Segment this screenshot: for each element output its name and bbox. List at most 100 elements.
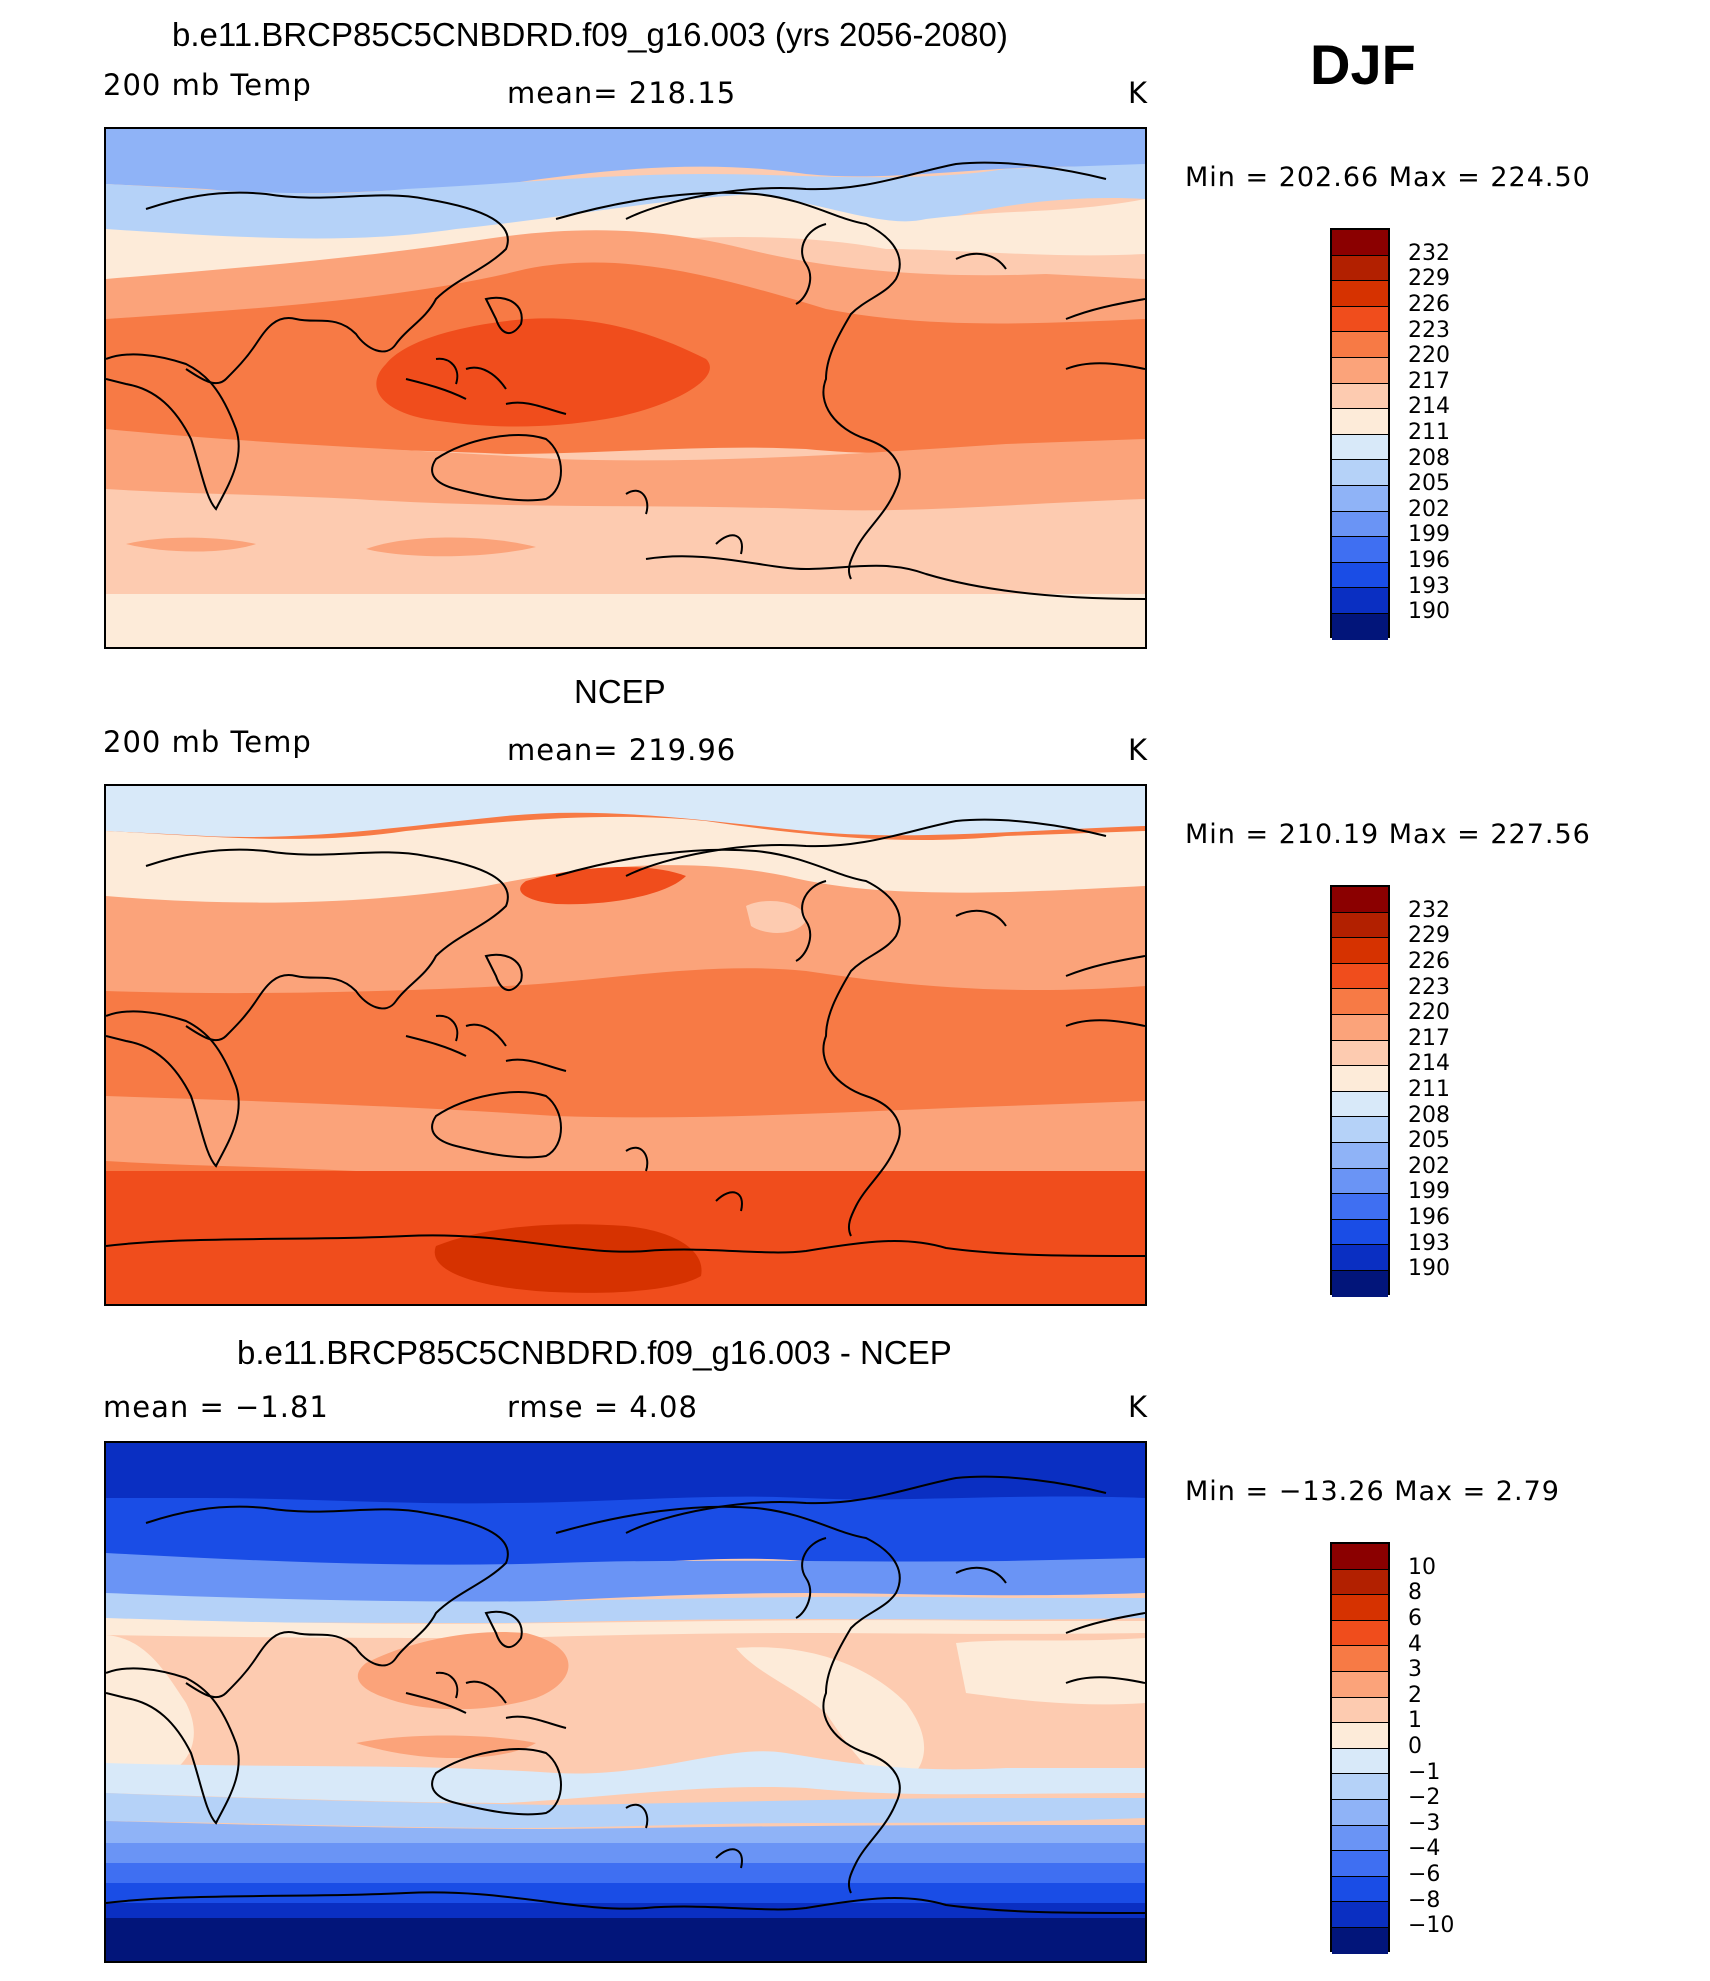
panel-2-colorbar-swatch (1332, 989, 1388, 1015)
panel-3-title: b.e11.BRCP85C5CNBDRD.f09_g16.003 - NCEP (237, 1334, 952, 1371)
colorbar-tick-label: 199 (1408, 522, 1450, 547)
colorbar-tick-label: 217 (1408, 369, 1450, 394)
colorbar-tick-label: 3 (1408, 1657, 1422, 1682)
panel-3-colorbar-swatch (1332, 1569, 1388, 1596)
colorbar-tick-label: 6 (1408, 1606, 1422, 1631)
colorbar-tick-label: 223 (1408, 318, 1450, 343)
panel-3-colorbar-swatch (1332, 1748, 1388, 1775)
colorbar-tick-label: 4 (1408, 1632, 1422, 1657)
panel-1-colorbar-swatch (1332, 485, 1388, 512)
panel-3-rmse-label: rmse = 4.08 (507, 1390, 698, 1424)
colorbar-tick-label: 10 (1408, 1555, 1436, 1580)
colorbar-tick-label: 220 (1408, 1000, 1450, 1025)
panel-2-minmax: Min = 210.19 Max = 227.56 (1185, 819, 1591, 850)
colorbar-tick-label: 214 (1408, 1051, 1450, 1076)
panel-2-colorbar-swatch (1332, 938, 1388, 964)
panel-3-colorbar-swatch (1332, 1697, 1388, 1724)
panel-1-colorbar-swatch (1332, 511, 1388, 538)
panel-3-mean-label: mean = −1.81 (103, 1390, 329, 1424)
panel-2-colorbar (1330, 885, 1390, 1297)
colorbar-tick-label: −3 (1408, 1811, 1441, 1836)
panel-2-colorbar-swatch (1332, 963, 1388, 990)
panel-2-variable-label: 200 mb Temp (103, 725, 312, 759)
colorbar-tick-label: 211 (1408, 420, 1450, 445)
colorbar-tick-label: 211 (1408, 1077, 1450, 1102)
panel-2-mean-label: mean= 219.96 (507, 733, 737, 767)
panel-3-colorbar-swatch (1332, 1902, 1388, 1928)
colorbar-tick-label: 196 (1408, 548, 1450, 573)
panel-2-colorbar-swatch (1332, 1245, 1388, 1271)
colorbar-tick-label: 223 (1408, 975, 1450, 1000)
panel-1-colorbar-swatch (1332, 588, 1388, 614)
panel-2-colorbar-swatch (1332, 1091, 1388, 1118)
panel-3-colorbar-swatch (1332, 1544, 1388, 1570)
panel-3-colorbar (1330, 1542, 1390, 1954)
panel-2-colorbar-swatch (1332, 912, 1388, 939)
colorbar-tick-label: 226 (1408, 292, 1450, 317)
colorbar-tick-label: 214 (1408, 394, 1450, 419)
colorbar-tick-label: 2 (1408, 1683, 1422, 1708)
panel-3-colorbar-swatch (1332, 1620, 1388, 1647)
colorbar-tick-label: 220 (1408, 343, 1450, 368)
panel-2-colorbar-swatch (1332, 1219, 1388, 1246)
colorbar-tick-label: 190 (1408, 599, 1450, 624)
panel-1-colorbar-swatch (1332, 460, 1388, 486)
colorbar-tick-label: 217 (1408, 1026, 1450, 1051)
season-label: DJF (1310, 33, 1416, 96)
colorbar-tick-label: 208 (1408, 1103, 1450, 1128)
panel-1-map (104, 127, 1147, 649)
panel-1-units-label: K (1128, 76, 1149, 110)
colorbar-tick-label: 205 (1408, 471, 1450, 496)
panel-2-colorbar-swatch (1332, 1066, 1388, 1092)
panel-2-colorbar-swatch (1332, 887, 1388, 913)
panel-1-colorbar-swatch (1332, 332, 1388, 358)
panel-3-units-label: K (1128, 1390, 1149, 1424)
panel-1-mean-label: mean= 218.15 (507, 76, 737, 110)
colorbar-tick-label: 1 (1408, 1708, 1422, 1733)
colorbar-tick-label: −8 (1408, 1888, 1441, 1913)
colorbar-tick-label: 205 (1408, 1128, 1450, 1153)
colorbar-tick-label: 190 (1408, 1256, 1450, 1281)
colorbar-tick-label: −1 (1408, 1760, 1441, 1785)
panel-1-colorbar-swatch (1332, 537, 1388, 563)
panel-2-colorbar-swatch (1332, 1014, 1388, 1041)
panel-1-colorbar-swatch (1332, 230, 1388, 256)
colorbar-tick-label: 226 (1408, 949, 1450, 974)
panel-1-colorbar-swatch (1332, 613, 1388, 640)
panel-1-colorbar (1330, 228, 1390, 640)
panel-3-map (104, 1441, 1147, 1963)
panel-2-colorbar-swatch (1332, 1117, 1388, 1143)
colorbar-tick-label: 8 (1408, 1580, 1422, 1605)
panel-2-colorbar-swatch (1332, 1040, 1388, 1067)
colorbar-tick-label: 199 (1408, 1179, 1450, 1204)
panel-3-colorbar-swatch (1332, 1799, 1388, 1826)
panel-1-colorbar-swatch (1332, 383, 1388, 410)
colorbar-tick-label: 229 (1408, 266, 1450, 291)
panel-2-map (104, 784, 1147, 1306)
panel-2-units-label: K (1128, 733, 1149, 767)
colorbar-tick-label: −10 (1408, 1913, 1455, 1938)
colorbar-tick-label: −2 (1408, 1785, 1441, 1810)
colorbar-tick-label: 196 (1408, 1205, 1450, 1230)
panel-1-colorbar-swatch (1332, 357, 1388, 384)
panel-3-colorbar-swatch (1332, 1774, 1388, 1800)
panel-1-colorbar-swatch (1332, 409, 1388, 435)
panel-1-colorbar-swatch (1332, 255, 1388, 282)
panel-2-title: NCEP (574, 673, 666, 710)
panel-3-colorbar-swatch (1332, 1851, 1388, 1877)
colorbar-tick-label: 193 (1408, 574, 1450, 599)
panel-1-colorbar-swatch (1332, 434, 1388, 461)
panel-1-variable-label: 200 mb Temp (103, 68, 312, 102)
colorbar-tick-label: −4 (1408, 1836, 1441, 1861)
panel-1-colorbar-swatch (1332, 562, 1388, 589)
panel-2-colorbar-swatch (1332, 1168, 1388, 1195)
colorbar-tick-label: 202 (1408, 1154, 1450, 1179)
colorbar-tick-label: 232 (1408, 241, 1450, 266)
panel-3-colorbar-swatch (1332, 1595, 1388, 1621)
panel-3-colorbar-swatch (1332, 1671, 1388, 1698)
colorbar-tick-label: 202 (1408, 497, 1450, 522)
panel-3-colorbar-swatch (1332, 1876, 1388, 1903)
panel-2-colorbar-swatch (1332, 1270, 1388, 1297)
colorbar-tick-label: 0 (1408, 1734, 1422, 1759)
panel-1-colorbar-swatch (1332, 281, 1388, 307)
